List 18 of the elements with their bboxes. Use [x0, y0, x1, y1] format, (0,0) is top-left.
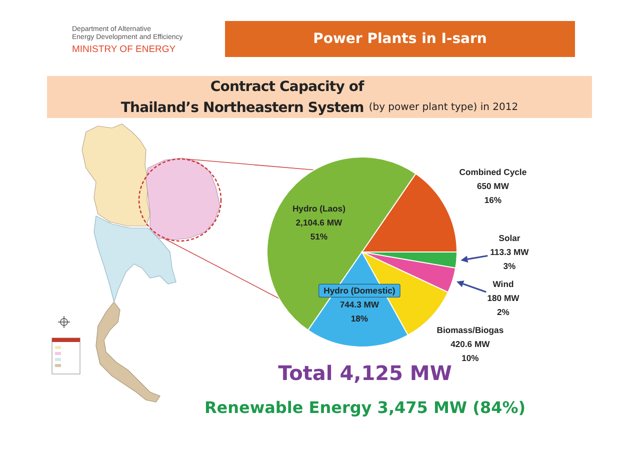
slice-label: Combined Cycle	[459, 167, 527, 178]
chart-title: Power Plants in I-sarn	[313, 31, 487, 47]
text: MINISTRY OF ENERGY	[72, 44, 176, 55]
text: (by power plant type) in 2012	[368, 102, 518, 113]
slice-label: Wind	[492, 279, 514, 290]
text: Renewable Energy 3,475 MW (84%)	[204, 398, 526, 417]
data-label: 180 MW 2%	[487, 293, 520, 318]
slice-label: Biomass/Biogas	[436, 325, 504, 336]
chart-subtitle: Contract Capacity of Thailand’s Northeastern System	[120, 79, 364, 116]
slice-label: Solar	[498, 233, 521, 244]
data-label: 113.3 MW 3%	[490, 247, 530, 272]
slice-label: Hydro (Domestic)	[324, 285, 396, 296]
data-label: 420.6 MW 10%	[450, 339, 491, 364]
text: Total 4,125 MW	[278, 361, 452, 385]
slice-label: Hydro (Laos)	[292, 203, 346, 214]
data-label: 2,104.6 MW 51%	[296, 217, 344, 242]
data-label: 744.3 MW 18%	[340, 299, 380, 324]
data-label: 650 MW 16%	[476, 181, 510, 206]
